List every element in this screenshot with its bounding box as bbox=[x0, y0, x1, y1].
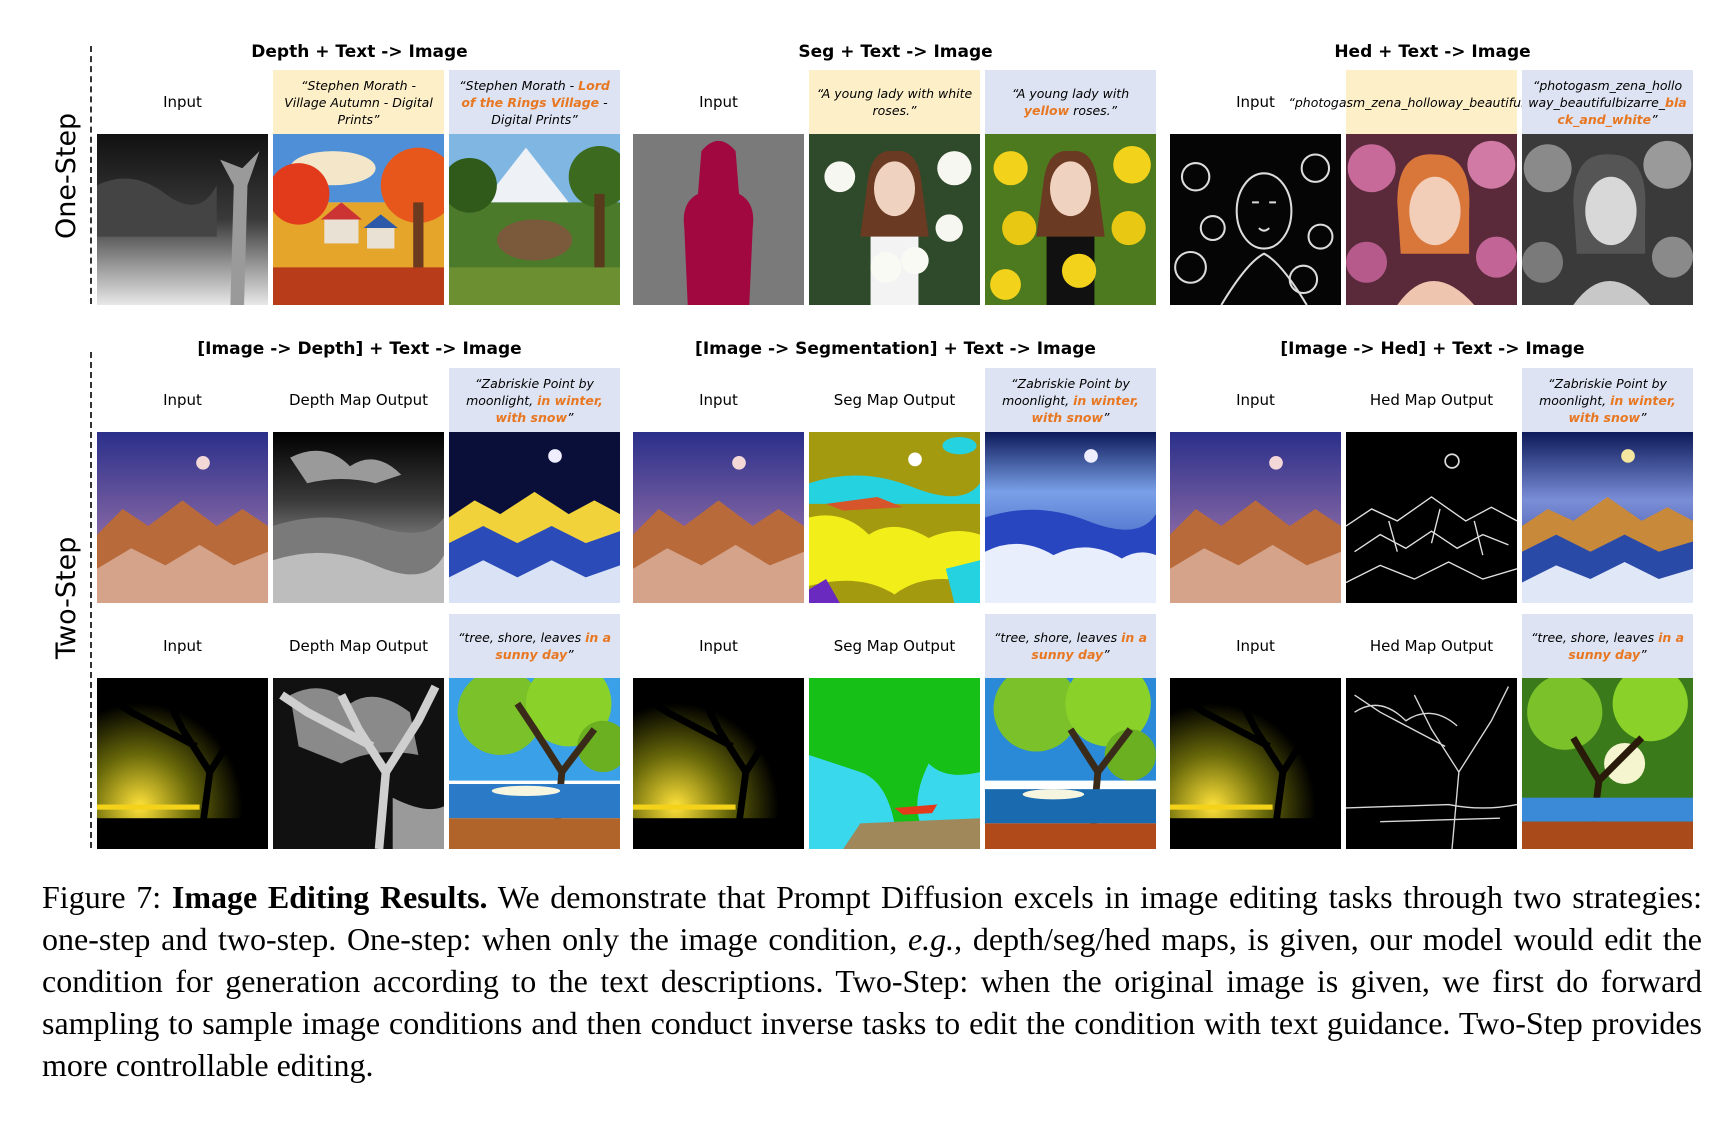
generated-yellow-roses-image bbox=[985, 134, 1156, 305]
input-label: Input bbox=[163, 93, 202, 111]
prompt-caption-edited: “photogasm_zena_holloway_beautifulbizarr… bbox=[1522, 70, 1693, 134]
depth-map-output-image bbox=[273, 678, 444, 849]
seg-map-output-label: Seg Map Output bbox=[833, 391, 956, 409]
figure-caption: Figure 7: Image Editing Results. We demo… bbox=[42, 876, 1702, 1086]
group-title-seg-one-step: Seg + Text -> Image bbox=[798, 42, 993, 62]
tree-input-image bbox=[633, 678, 804, 849]
prompt-caption-edited: “A young lady with yellow roses.” bbox=[985, 70, 1156, 134]
generated-winter-hed-image bbox=[1522, 432, 1693, 603]
input-label: Input bbox=[1236, 391, 1275, 409]
figure-label: Figure 7: bbox=[42, 879, 172, 915]
generated-portrait-color-image bbox=[1346, 134, 1517, 305]
prompt-caption-edited: “Zabriskie Point by moonlight, in winter… bbox=[449, 368, 620, 432]
input-label: Input bbox=[163, 637, 202, 655]
hed-map-output-label: Hed Map Output bbox=[1369, 637, 1494, 655]
input-label: Input bbox=[699, 93, 738, 111]
caption-text-2: , depth/seg/hed maps, is given, our mode… bbox=[42, 921, 1702, 1083]
group-title-depth-two-step: [Image -> Depth] + Text -> Image bbox=[197, 339, 522, 359]
generated-portrait-bw-image bbox=[1522, 134, 1693, 305]
prompt-caption-edited: “Zabriskie Point by moonlight, in winter… bbox=[985, 368, 1156, 432]
depth-map-input-image bbox=[97, 134, 268, 305]
seg-map-output-label: Seg Map Output bbox=[833, 637, 956, 655]
group-title-seg-two-step: [Image -> Segmentation] + Text -> Image bbox=[695, 339, 1096, 359]
generated-winter-seg-image bbox=[985, 432, 1156, 603]
caption-italic: e.g. bbox=[907, 921, 955, 957]
hed-map-output-image bbox=[1346, 432, 1517, 603]
figure-title: Image Editing Results. bbox=[171, 879, 488, 915]
input-label: Input bbox=[163, 391, 202, 409]
zabriskie-input-image bbox=[1170, 432, 1341, 603]
group-title-depth-one-step: Depth + Text -> Image bbox=[251, 42, 468, 62]
input-label: Input bbox=[699, 637, 738, 655]
hed-edge-input-image bbox=[1170, 134, 1341, 305]
prompt-caption-edited: “Stephen Morath - Lord of the Rings Vill… bbox=[449, 70, 620, 134]
tree-input-image bbox=[1170, 678, 1341, 849]
generated-sunny-tree-seg-image bbox=[985, 678, 1156, 849]
generated-rings-village-image bbox=[449, 134, 620, 305]
segmentation-input-image bbox=[633, 134, 804, 305]
generated-sunny-tree-depth-image bbox=[449, 678, 620, 849]
prompt-caption-edited: “tree, shore, leaves in a sunny day” bbox=[449, 614, 620, 678]
one-step-divider bbox=[90, 46, 92, 304]
input-label: Input bbox=[699, 391, 738, 409]
seg-map-output-image bbox=[809, 432, 980, 603]
two-step-divider bbox=[90, 352, 92, 848]
depth-map-output-label: Depth Map Output bbox=[289, 391, 428, 409]
prompt-caption-original: “photogasm_zena_holloway_beautifulbizarr… bbox=[1288, 70, 1575, 134]
hed-map-output-image bbox=[1346, 678, 1517, 849]
one-step-row-label: One-Step bbox=[51, 112, 82, 239]
tree-input-image bbox=[97, 678, 268, 849]
group-title-hed-two-step: [Image -> Hed] + Text -> Image bbox=[1280, 339, 1585, 359]
caption-text-1: We demonstrate that Prompt Diffusion exc… bbox=[42, 879, 1703, 957]
group-title-hed-one-step: Hed + Text -> Image bbox=[1334, 42, 1531, 62]
generated-sunny-tree-hed-image bbox=[1522, 678, 1693, 849]
seg-map-output-image bbox=[809, 678, 980, 849]
prompt-caption-edited: “Zabriskie Point by moonlight, in winter… bbox=[1522, 368, 1693, 432]
zabriskie-input-image bbox=[97, 432, 268, 603]
input-label: Input bbox=[1236, 93, 1275, 111]
input-label: Input bbox=[1236, 637, 1275, 655]
prompt-caption-edited: “tree, shore, leaves in a sunny day” bbox=[1522, 614, 1693, 678]
zabriskie-input-image bbox=[633, 432, 804, 603]
two-step-row-label: Two-Step bbox=[51, 536, 82, 659]
depth-map-output-image bbox=[273, 432, 444, 603]
prompt-caption-edited: “tree, shore, leaves in a sunny day” bbox=[985, 614, 1156, 678]
generated-winter-depth-image bbox=[449, 432, 620, 603]
prompt-caption-original: “A young lady with white roses.” bbox=[809, 70, 980, 134]
depth-map-output-label: Depth Map Output bbox=[289, 637, 428, 655]
generated-white-roses-image bbox=[809, 134, 980, 305]
prompt-caption-original: “Stephen Morath - Village Autumn - Digit… bbox=[273, 70, 444, 134]
generated-village-image bbox=[273, 134, 444, 305]
hed-map-output-label: Hed Map Output bbox=[1369, 391, 1494, 409]
